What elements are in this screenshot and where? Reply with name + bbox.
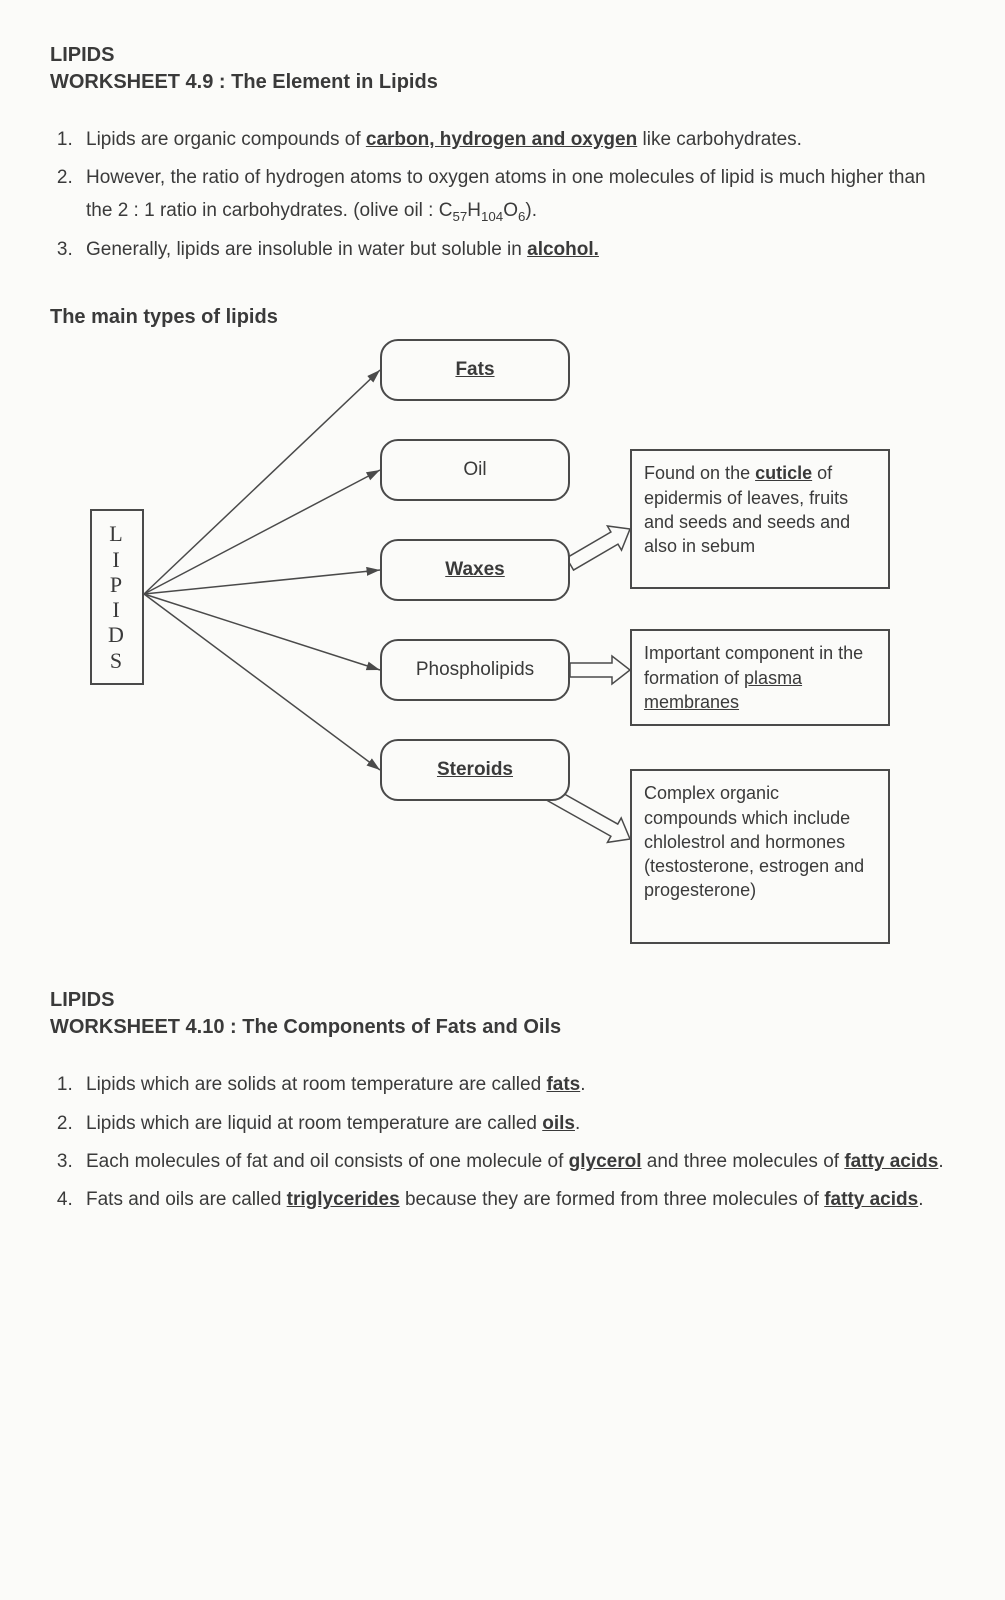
section1-list: Lipids are organic compounds of carbon, … (50, 124, 955, 266)
section2-title: LIPIDS (50, 989, 955, 1012)
node-oil: Oil (380, 439, 570, 501)
node-phospholipids: Phospholipids (380, 639, 570, 701)
infobox-steroids-info: Complex organic compounds which include … (630, 769, 890, 944)
section1-item: However, the ratio of hydrogen atoms to … (78, 162, 955, 228)
section1-subtitle: WORKSHEET 4.9 : The Element in Lipids (50, 71, 955, 94)
section2-item: Lipids which are liquid at room temperat… (78, 1108, 955, 1140)
infobox-phos-info: Important component in the formation of … (630, 629, 890, 726)
diagram-title: The main types of lipids (50, 306, 955, 329)
node-waxes: Waxes (380, 539, 570, 601)
section1-title: LIPIDS (50, 44, 955, 67)
section2-item: Fats and oils are called triglycerides b… (78, 1184, 955, 1216)
node-steroids: Steroids (380, 739, 570, 801)
section2-item: Lipids which are solids at room temperat… (78, 1069, 955, 1101)
section2-list: Lipids which are solids at room temperat… (50, 1069, 955, 1216)
section1-item: Lipids are organic compounds of carbon, … (78, 124, 955, 156)
infobox-waxes-info: Found on the cuticle of epidermis of lea… (630, 449, 890, 589)
section2-subtitle: WORKSHEET 4.10 : The Components of Fats … (50, 1016, 955, 1039)
lipids-diagram: LIPIDS Fats Oil Waxes Phospholipids Steroids F… (50, 339, 950, 959)
section2-item: Each molecules of fat and oil consists o… (78, 1146, 955, 1178)
lipids-root-box: LIPIDS (90, 509, 144, 685)
node-fats: Fats (380, 339, 570, 401)
section1-item: Generally, lipids are insoluble in water… (78, 234, 955, 266)
